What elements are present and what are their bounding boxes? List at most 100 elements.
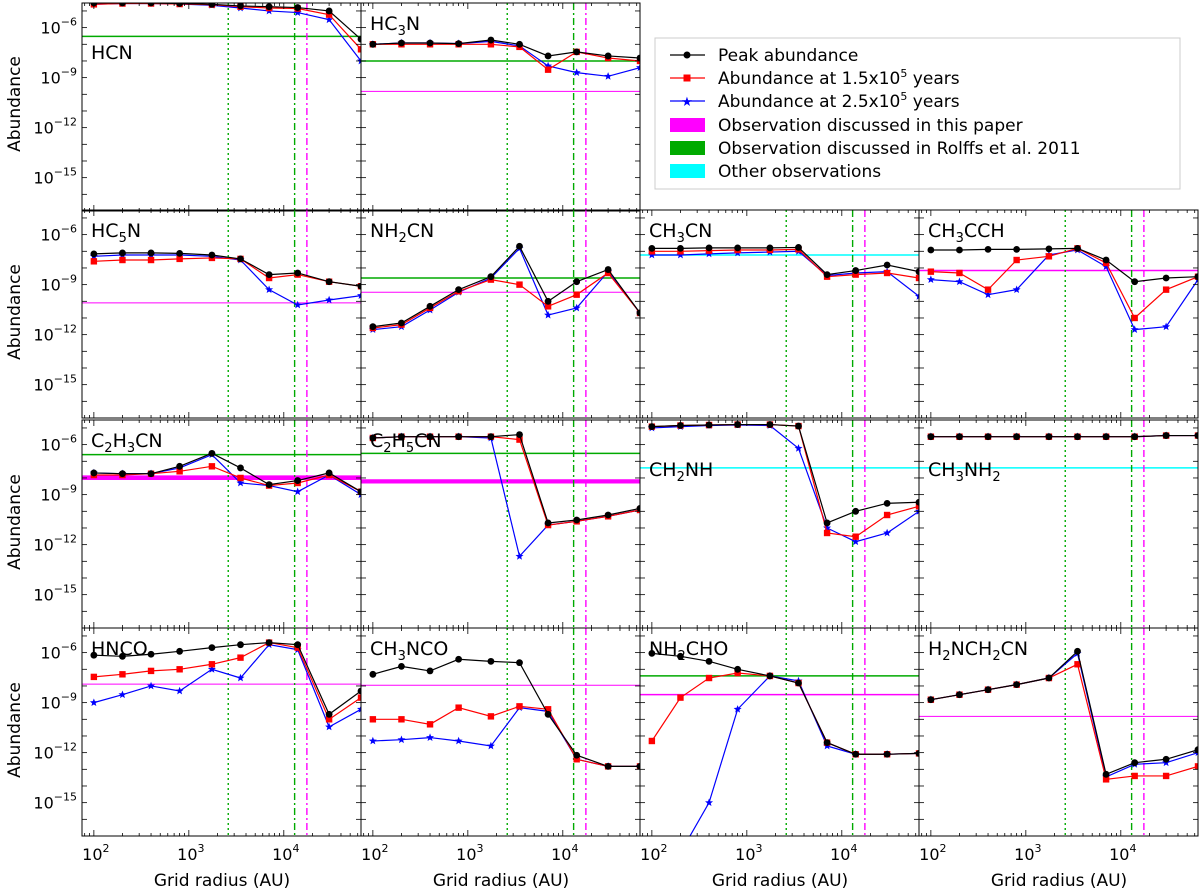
- point-peak-ch2nh-7: [823, 519, 831, 527]
- point-t15-hnco-3: [147, 667, 155, 675]
- point-peak-ch3nh2-2: [956, 433, 963, 441]
- point-t15-ch3nco-8: [573, 756, 580, 763]
- point-t25-hcn-8: [293, 8, 302, 16]
- plot-area-ch3cch: [919, 210, 1198, 418]
- y-tick-label: 10−15: [33, 583, 77, 605]
- point-t25-nh2cho-3: [705, 798, 714, 807]
- panel-hcn: HCN 10−6 10−9 10−12 10−15: [33, 2, 362, 212]
- y-tick-label: 10−9: [40, 691, 77, 713]
- point-t25-hc5n-9: [325, 295, 334, 304]
- point-peak-c2h5cn-1: [369, 434, 377, 442]
- series-line-t15-ch3nco: [372, 705, 640, 767]
- plot-area-hnco: [82, 628, 361, 836]
- point-t25-hnco-5: [207, 665, 216, 673]
- ticks-hcn: [82, 3, 361, 212]
- point-t25-hnco-3: [147, 681, 156, 690]
- x-tick-label: 103: [456, 842, 483, 864]
- point-peak-hnco-2: [119, 652, 126, 660]
- panel-nh2cho: NH2CHO 102 103 104: [639, 627, 920, 864]
- point-peak-c2h3cn-6: [237, 464, 244, 472]
- point-t25-ch3cch-1: [926, 275, 935, 284]
- plot-area-ch2nh: [640, 420, 919, 628]
- point-t25-hc3n-9: [604, 72, 613, 80]
- point-t15-hc3n-7: [544, 66, 552, 73]
- x-tick-label: 102: [82, 842, 109, 864]
- point-peak-h2nch2cn-3: [984, 686, 992, 694]
- y-axis-label-row-3: Abundance: [5, 474, 25, 570]
- point-peak-ch2nh-1: [648, 423, 656, 431]
- y-tick-label: 10−15: [33, 791, 77, 813]
- point-peak-ch3nco-1: [369, 670, 377, 678]
- point-peak-hnco-1: [90, 651, 98, 659]
- legend-item-this-paper: Observation discussed in this paper: [670, 116, 1023, 136]
- legend-other-label: Other observations: [718, 162, 881, 182]
- point-peak-hnco-7: [265, 639, 273, 646]
- point-t15-ch3cn-8: [852, 271, 859, 278]
- point-peak-ch3cch-8: [1131, 278, 1139, 286]
- point-t25-hnco-4: [175, 686, 184, 695]
- legend-t15-marker: [683, 74, 691, 82]
- point-peak-c2h3cn-10: [357, 488, 361, 496]
- x-tick-label: 103: [735, 842, 762, 864]
- panel-hnco: HNCO 10−6 10−9 10−12 10−15 102 103 104: [33, 627, 362, 864]
- point-peak-ch3cch-2: [956, 246, 963, 254]
- molecule-label-ch3nco: CH3NCO: [370, 638, 448, 664]
- point-t25-ch3nco-1: [368, 736, 377, 745]
- plot-area-ch3nh2: [919, 420, 1198, 628]
- point-peak-hc5n-1: [90, 250, 98, 258]
- point-t15-ch3cn-9: [883, 269, 891, 277]
- point-t15-ch3cch-3: [984, 286, 992, 293]
- series-line-t25-hc3n: [372, 40, 640, 77]
- point-t25-hcn-9: [325, 15, 334, 24]
- panel-h2nch2cn: H2NCH2CN 102 103 104: [918, 627, 1199, 864]
- point-peak-ch3cn-3: [705, 244, 713, 252]
- point-peak-ch3nco-7: [544, 710, 552, 718]
- x-axis-label-col-1: Grid radius (AU): [154, 871, 290, 891]
- point-peak-hc5n-9: [325, 278, 333, 286]
- point-peak-ch3nco-8: [573, 751, 581, 759]
- point-t25-ch3cn-2: [676, 250, 685, 259]
- series-line-t15-ch3cch: [930, 247, 1198, 319]
- panel-hc3n: HC3N: [360, 2, 641, 212]
- point-peak-ch3cch-10: [1194, 273, 1198, 281]
- series-line-t25-hcn: [93, 3, 361, 62]
- series-line-peak-ch3cn: [651, 246, 919, 276]
- point-t15-ch3nco-7: [544, 706, 552, 713]
- point-peak-nh2cho-3: [705, 657, 713, 665]
- series-line-t15-hnco: [93, 641, 361, 721]
- legend-peak-label: Peak abundance: [718, 46, 858, 66]
- point-peak-h2nch2cn-9: [1162, 755, 1170, 763]
- point-t15-ch3nco-5: [487, 713, 495, 720]
- point-peak-ch2nh-8: [852, 507, 860, 515]
- ticks-hnco: [82, 628, 361, 837]
- plot-area-hc3n: [361, 3, 640, 211]
- point-t15-ch3cch-1: [927, 268, 935, 275]
- point-peak-ch3cch-9: [1162, 274, 1170, 282]
- point-t15-nh2cn-8: [573, 291, 580, 298]
- point-peak-ch2nh-3: [705, 421, 713, 429]
- panel-ch3nh2: CH3NH2: [918, 419, 1199, 629]
- point-t15-ch3cch-2: [956, 269, 963, 277]
- point-t15-hc5n-4: [176, 255, 183, 263]
- point-t15-ch3cch-8: [1131, 314, 1138, 322]
- point-peak-nh2cho-5: [766, 672, 774, 680]
- point-peak-nh2cho-4: [734, 665, 742, 673]
- plot-area-h2nch2cn: [919, 628, 1198, 836]
- point-peak-ch3nh2-10: [1194, 432, 1198, 439]
- point-t15-hnco-2: [119, 671, 126, 678]
- point-t25-hnco-10: [357, 705, 361, 713]
- point-peak-c2h5cn-5: [487, 433, 495, 441]
- point-peak-c2h3cn-8: [294, 477, 302, 484]
- series-line-t15-hc5n: [93, 257, 361, 287]
- point-peak-hcn-10: [357, 35, 361, 43]
- legend-item-t25: ★ Abundance at 2.5x105 years: [670, 90, 960, 112]
- point-t15-h2nch2cn-8: [1131, 772, 1138, 780]
- molecule-label-ch3cch: CH3CCH: [928, 220, 1005, 246]
- point-peak-ch2nh-9: [883, 499, 891, 507]
- point-peak-c2h5cn-7: [544, 519, 552, 527]
- point-t15-h2nch2cn-6: [1074, 661, 1081, 668]
- point-t15-h2nch2cn-9: [1162, 772, 1170, 780]
- point-t15-hcn-10: [357, 46, 361, 53]
- point-peak-nh2cho-6: [795, 679, 802, 687]
